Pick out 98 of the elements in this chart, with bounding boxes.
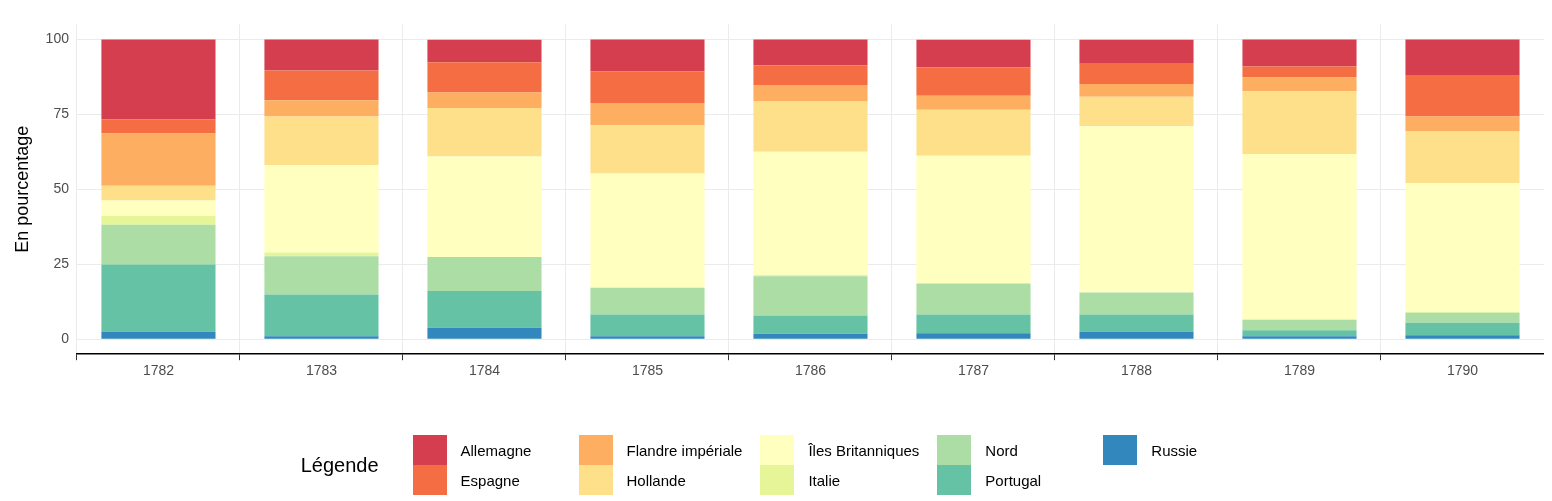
legend-label: Espagne (460, 471, 521, 489)
x-tick-label: 1783 (305, 362, 338, 379)
bar (753, 39, 868, 66)
bar (1405, 75, 1520, 117)
y-axis-title: En pourcentage (11, 125, 32, 253)
bar (1405, 116, 1520, 132)
bar (1079, 331, 1194, 339)
bar (264, 256, 379, 295)
bar (1405, 312, 1520, 323)
legend-label: Portugal (985, 471, 1043, 489)
bar (590, 314, 705, 337)
bar (1405, 322, 1520, 336)
bar (916, 155, 1031, 284)
x-tick-label: 1782 (142, 362, 175, 379)
legend-label: Russie (1151, 441, 1199, 459)
bar (101, 185, 216, 201)
legend-title: Légende (300, 453, 379, 477)
bar (1242, 77, 1357, 92)
legend-label: Îles Britanniques (808, 441, 920, 459)
bar (753, 101, 868, 152)
bar (427, 92, 542, 109)
bar (753, 65, 868, 85)
legend-label: Allemagne (460, 441, 533, 459)
bar (101, 200, 216, 216)
bar (1242, 319, 1357, 331)
bar (1079, 314, 1194, 332)
bar (590, 39, 705, 72)
bar (1079, 84, 1194, 97)
bar (101, 224, 216, 265)
y-tick-label: 100 (45, 30, 70, 47)
x-tick-label: 1784 (468, 362, 501, 379)
bar (264, 165, 379, 253)
bar (101, 119, 216, 134)
bar (753, 315, 868, 334)
bar (753, 333, 868, 339)
bar (427, 257, 542, 291)
bar (590, 336, 705, 339)
x-tick-label: 1785 (631, 362, 664, 379)
bar (1242, 39, 1357, 67)
bar (264, 294, 379, 337)
bar (264, 70, 379, 101)
bar (101, 133, 216, 186)
bar (916, 283, 1031, 315)
bar (1079, 39, 1194, 64)
x-tick-label: 1786 (794, 362, 827, 379)
bar (1405, 39, 1520, 76)
bar (590, 71, 705, 103)
y-tick-label: 75 (53, 105, 70, 122)
bar (1079, 96, 1194, 127)
bar (916, 314, 1031, 334)
x-tick-label: 1789 (1283, 362, 1316, 379)
x-tick-label: 1788 (1120, 362, 1153, 379)
bar (1405, 183, 1520, 312)
bar (1405, 131, 1520, 183)
x-tick-label: 1787 (957, 362, 990, 379)
bar (590, 102, 705, 126)
bar (427, 156, 542, 258)
bar (101, 39, 216, 120)
bar (427, 62, 542, 93)
bar (916, 333, 1031, 339)
bar (101, 331, 216, 339)
bar (1405, 335, 1520, 339)
bar (1242, 153, 1357, 320)
bar (916, 95, 1031, 110)
bar (264, 39, 379, 71)
bar (427, 39, 542, 63)
bar (753, 151, 868, 276)
bar (264, 100, 379, 117)
legend-label: Nord (985, 441, 1019, 459)
legend-label: Flandre impériale (626, 441, 743, 459)
bar (427, 108, 542, 157)
legend-label: Hollande (626, 471, 687, 489)
bar (101, 264, 216, 332)
bar (101, 215, 216, 225)
bar (590, 125, 705, 174)
bar (1242, 91, 1357, 154)
bar (427, 290, 542, 328)
bar (753, 84, 868, 102)
bar (264, 116, 379, 166)
y-tick-label: 50 (53, 180, 70, 197)
bar (916, 109, 1031, 156)
bar (916, 67, 1031, 96)
bar (1242, 66, 1357, 78)
y-tick-label: 25 (53, 255, 70, 272)
bar (590, 287, 705, 315)
bar (916, 39, 1031, 68)
x-tick-label: 1790 (1446, 362, 1479, 379)
bar (1242, 336, 1357, 339)
bar (1079, 126, 1194, 293)
bar (264, 336, 379, 339)
legend-label: Italie (808, 471, 842, 489)
bar (590, 173, 705, 288)
bar (1079, 63, 1194, 85)
bar (1242, 330, 1357, 337)
y-tick-label: 0 (61, 330, 70, 347)
bar (1079, 292, 1194, 315)
bar (427, 327, 542, 339)
bar (753, 276, 868, 316)
